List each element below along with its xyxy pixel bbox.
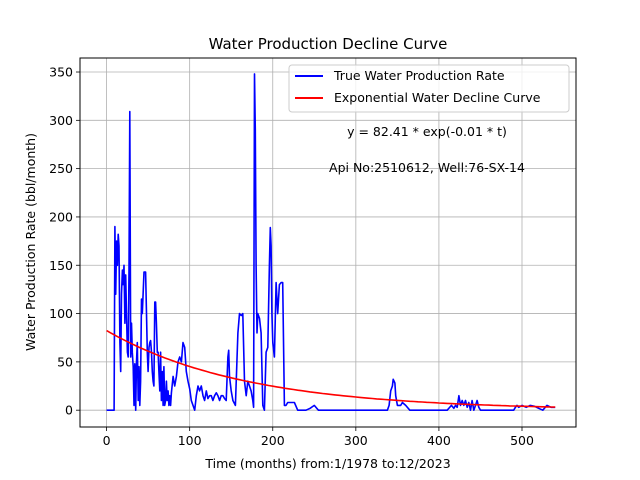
y-axis-label: Water Production Rate (bbl/month)	[23, 133, 38, 351]
y-tick-label: 250	[49, 161, 73, 176]
y-tick-label: 300	[49, 113, 73, 128]
x-tick-label: 0	[103, 433, 111, 448]
y-tick-label: 50	[57, 354, 73, 369]
y-tick-label: 100	[49, 306, 73, 321]
chart-title: Water Production Decline Curve	[209, 35, 448, 53]
well-annotation: Api No:2510612, Well:76-SX-14	[329, 160, 525, 175]
x-tick-label: 500	[510, 433, 534, 448]
equation-annotation: y = 82.41 * exp(-0.01 * t)	[347, 124, 507, 139]
ticks: 0 100 200 300 400 500 0 50 100 150 200 250 300 350	[49, 65, 534, 448]
legend: True Water Production Rate Exponential W…	[288, 64, 570, 113]
x-tick-label: 200	[261, 433, 285, 448]
x-axis-label: Time (months) from:1/1978 to:12/2023	[204, 456, 450, 471]
plot-frame	[79, 57, 577, 428]
x-tick-label: 400	[427, 433, 451, 448]
legend-label-true-rate: True Water Production Rate	[333, 68, 505, 83]
y-tick-label: 150	[49, 258, 73, 273]
y-tick-label: 0	[65, 403, 73, 418]
legend-box	[288, 64, 570, 113]
series-exponential-water-decline-curve	[106, 329, 556, 408]
y-tick-label: 200	[49, 209, 73, 224]
x-tick-label: 100	[178, 433, 202, 448]
y-tick-label: 350	[49, 65, 73, 80]
series-layer	[106, 73, 556, 412]
series-true-water-production-rate	[106, 73, 556, 412]
legend-label-exponential-fit: Exponential Water Decline Curve	[334, 90, 541, 105]
x-tick-label: 300	[344, 433, 368, 448]
